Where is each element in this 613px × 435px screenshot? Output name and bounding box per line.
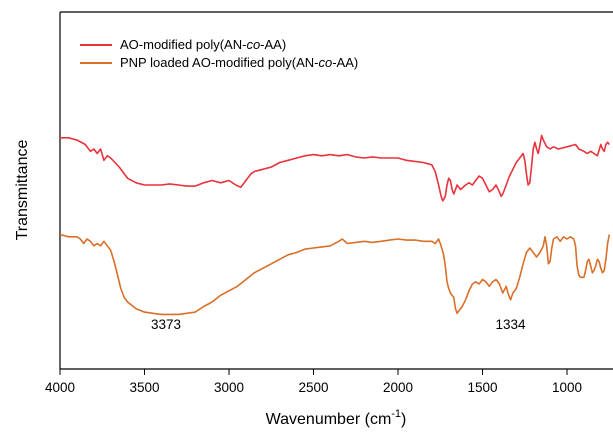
series-line-2: [59, 233, 611, 316]
x-axis-label: Wavenumber (cm-1): [266, 408, 407, 428]
annotation-3373: 3373: [151, 317, 181, 332]
x-axis-ticks: 4000 3500 3000 2500 2000 1500 1000: [45, 369, 582, 395]
series-line-1: [60, 134, 610, 202]
annotations: 3373 1334: [151, 317, 526, 332]
x-tick-label-4000: 4000: [45, 380, 75, 395]
legend: AO-modified poly(AN-co-AA) PNP loaded AO…: [80, 37, 358, 70]
x-tick-label-2000: 2000: [383, 380, 413, 395]
x-tick-label-3500: 3500: [129, 380, 159, 395]
legend-label-series-2: PNP loaded AO-modified poly(AN-co-AA): [120, 55, 358, 70]
x-tick-label-1500: 1500: [467, 380, 497, 395]
x-tick-label-1000: 1000: [552, 380, 582, 395]
x-tick-label-2500: 2500: [298, 380, 328, 395]
legend-label-series-1: AO-modified poly(AN-co-AA): [120, 37, 286, 52]
series-group: [59, 134, 611, 316]
annotation-1334: 1334: [496, 317, 527, 332]
y-axis-label: Transmittance: [14, 140, 31, 241]
x-tick-label-3000: 3000: [214, 380, 244, 395]
